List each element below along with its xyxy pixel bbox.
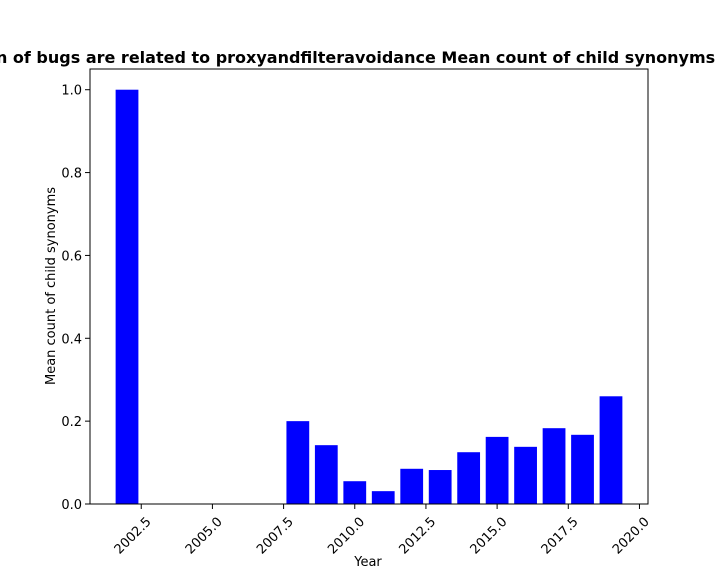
x-axis-label: Year <box>353 555 382 570</box>
chart-title: Proportion of bugs are related to proxya… <box>0 48 720 67</box>
y-tick-label: 0.0 <box>61 498 82 513</box>
y-tick-label: 0.6 <box>61 249 82 264</box>
x-tick-label: 2020.0 <box>610 515 653 558</box>
bar-2015 <box>485 436 509 504</box>
plot-frame <box>89 68 649 505</box>
bar-2014 <box>457 452 481 504</box>
x-tick-label: 2007.5 <box>254 515 297 558</box>
bar-2011 <box>371 491 395 504</box>
y-axis: 0.0 0.2 0.4 0.6 0.8 1.0 <box>61 84 90 513</box>
bar-2016 <box>514 446 537 504</box>
x-tick-label: 2010.0 <box>325 515 368 558</box>
x-tick-label: 2005.0 <box>183 515 226 558</box>
bars-group <box>115 89 623 505</box>
x-tick-label: 2015.0 <box>468 515 511 558</box>
y-axis-label: Mean count of child synonyms <box>44 187 59 385</box>
x-tick-label: 2012.5 <box>396 515 439 558</box>
bar-2009 <box>314 445 338 504</box>
bar-2008 <box>286 421 310 504</box>
bar-2017 <box>542 428 566 504</box>
y-tick-label: 1.0 <box>61 84 82 99</box>
bar-2012 <box>400 468 424 504</box>
x-tick-label: 2017.5 <box>539 515 582 558</box>
x-axis: 2002.5 2005.0 2007.5 2010.0 2012.5 2015.0 2017… <box>112 504 653 557</box>
bar-2019 <box>599 396 623 504</box>
y-tick-label: 0.2 <box>61 415 82 430</box>
y-tick-label: 0.4 <box>61 332 82 347</box>
bar-2018 <box>571 434 594 504</box>
bar-2002 <box>115 89 139 505</box>
bar-2013 <box>428 470 452 504</box>
bar-2010 <box>343 481 367 504</box>
y-tick-label: 0.8 <box>61 167 82 182</box>
x-tick-label: 2002.5 <box>112 515 155 558</box>
